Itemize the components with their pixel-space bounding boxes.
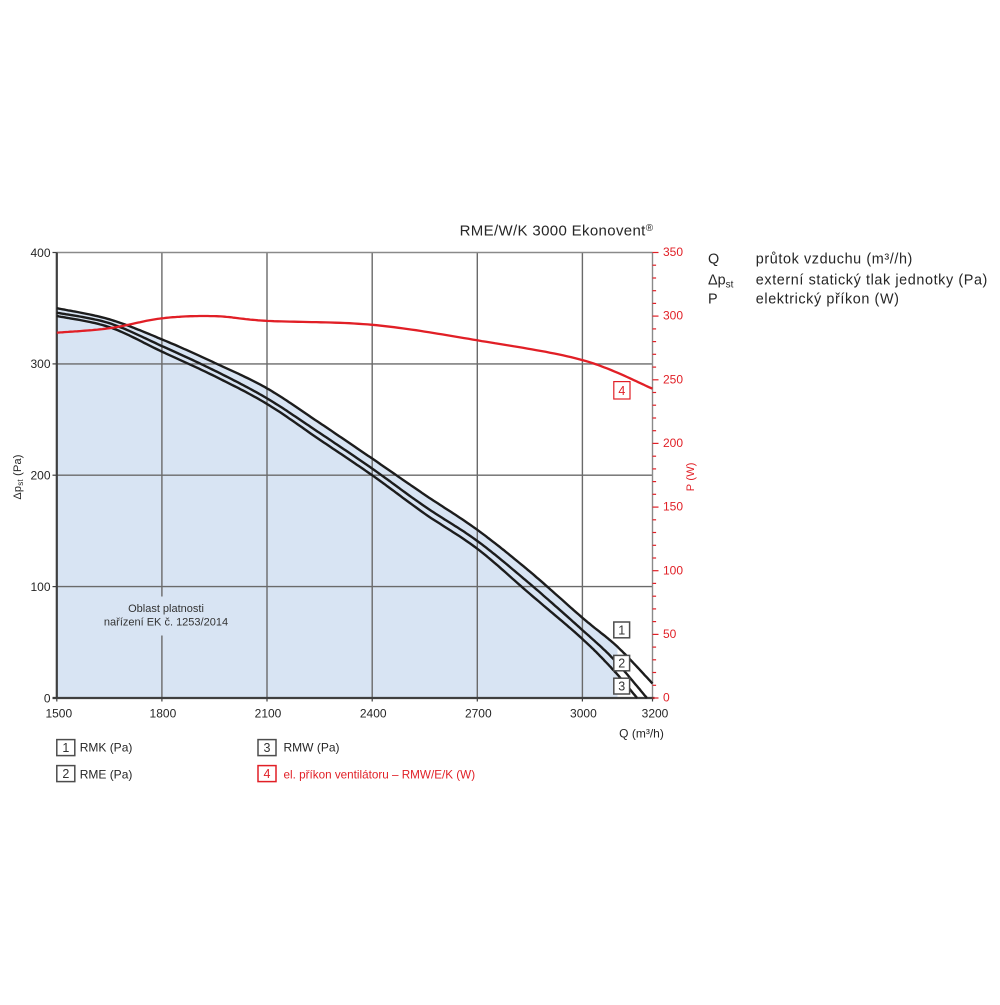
svg-text:RME (Pa): RME (Pa) xyxy=(80,767,133,781)
svg-text:50: 50 xyxy=(663,627,677,641)
svg-text:2: 2 xyxy=(62,767,69,781)
svg-text:250: 250 xyxy=(663,372,683,386)
svg-text:2700: 2700 xyxy=(465,706,492,720)
svg-text:Q: Q xyxy=(708,252,719,268)
svg-text:RMK (Pa): RMK (Pa) xyxy=(80,740,133,754)
svg-text:nařízení EK č. 1253/2014: nařízení EK č. 1253/2014 xyxy=(104,617,228,629)
svg-text:400: 400 xyxy=(30,246,50,260)
svg-text:300: 300 xyxy=(663,309,683,323)
svg-text:Q (m³/h): Q (m³/h) xyxy=(619,727,664,741)
svg-text:3: 3 xyxy=(618,680,625,694)
svg-text:3000: 3000 xyxy=(570,706,597,720)
svg-text:1800: 1800 xyxy=(150,706,177,720)
svg-text:150: 150 xyxy=(663,500,683,514)
svg-text:4: 4 xyxy=(264,767,271,781)
svg-text:100: 100 xyxy=(30,580,50,594)
svg-text:1: 1 xyxy=(618,623,625,637)
svg-text:2100: 2100 xyxy=(255,706,282,720)
svg-text:externí statický tlak jednotky: externí statický tlak jednotky (Pa) xyxy=(756,273,988,289)
svg-text:200: 200 xyxy=(30,469,50,483)
svg-text:1: 1 xyxy=(62,741,69,755)
svg-text:2400: 2400 xyxy=(360,706,387,720)
svg-text:P: P xyxy=(708,291,718,307)
svg-text:0: 0 xyxy=(44,691,51,705)
svg-text:2: 2 xyxy=(618,657,625,671)
svg-text:průtok vzduchu (m³//h): průtok vzduchu (m³//h) xyxy=(756,252,913,268)
svg-text:Δpst (Pa): Δpst (Pa) xyxy=(12,454,25,499)
svg-text:1500: 1500 xyxy=(45,706,72,720)
svg-text:300: 300 xyxy=(30,357,50,371)
svg-text:350: 350 xyxy=(663,245,683,259)
svg-text:RME/W/K 3000 Ekonovent®: RME/W/K 3000 Ekonovent® xyxy=(460,223,654,240)
svg-text:Oblast platnosti: Oblast platnosti xyxy=(128,603,204,615)
svg-text:4: 4 xyxy=(618,384,625,398)
svg-text:RMW (Pa): RMW (Pa) xyxy=(284,740,340,754)
svg-text:elektrický příkon (W): elektrický příkon (W) xyxy=(756,291,900,307)
svg-text:100: 100 xyxy=(663,563,683,577)
svg-text:0: 0 xyxy=(663,691,670,705)
svg-text:P (W): P (W) xyxy=(685,462,697,491)
svg-text:el. příkon ventilátoru – RMW/E: el. příkon ventilátoru – RMW/E/K (W) xyxy=(284,768,476,781)
svg-text:3: 3 xyxy=(264,741,271,755)
svg-text:200: 200 xyxy=(663,436,683,450)
svg-text:3200: 3200 xyxy=(642,706,669,720)
